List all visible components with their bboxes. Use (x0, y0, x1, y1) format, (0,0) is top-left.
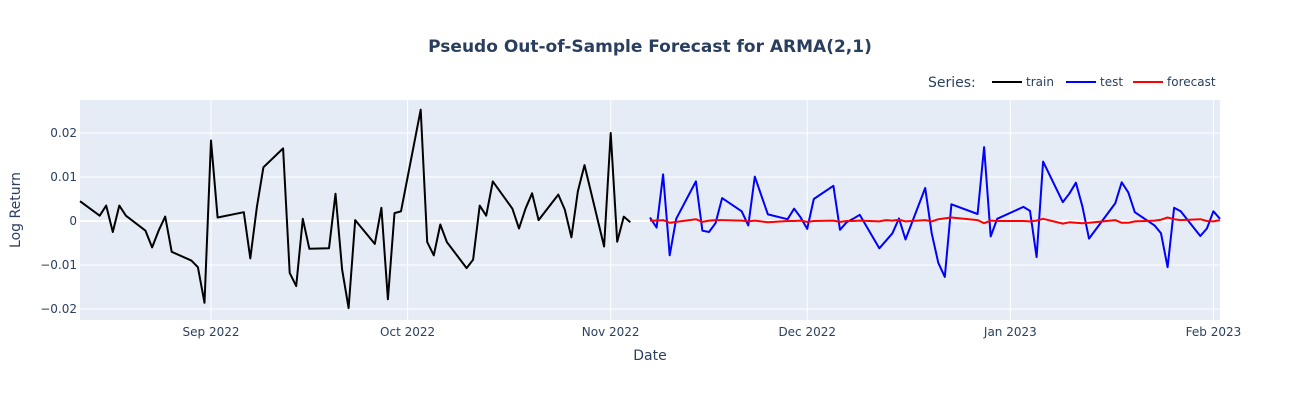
series-line-train (79, 108, 631, 310)
x-tick-label: Jan 2023 (983, 325, 1037, 339)
y-axis-label: Log Return (8, 172, 24, 248)
series-line-test (649, 146, 1221, 278)
x-axis-label: Date (633, 348, 666, 364)
y-tick-label: −0.02 (40, 302, 77, 316)
legend-label-forecast: forecast (1167, 75, 1216, 89)
series-line-forecast (650, 216, 1221, 225)
chart-title: Pseudo Out-of-Sample Forecast for ARMA(2… (428, 37, 872, 57)
x-tick-label: Feb 2023 (1186, 325, 1242, 339)
y-axis: −0.02 −0.01 0 0.01 0.02 (40, 126, 77, 316)
y-tick-label: 0.01 (50, 170, 77, 184)
x-tick-label: Sep 2022 (183, 325, 240, 339)
legend-label-test: test (1100, 75, 1123, 89)
x-tick-label: Nov 2022 (582, 325, 640, 339)
series-layer (79, 108, 1221, 310)
legend-label-train: train (1026, 75, 1054, 89)
y-tick-label: 0.02 (50, 126, 77, 140)
legend-title: Series: (928, 75, 976, 91)
x-axis: Sep 2022 Oct 2022 Nov 2022 Dec 2022 Jan 2023… (183, 325, 1242, 339)
x-tick-label: Dec 2022 (778, 325, 836, 339)
legend: Series: train test forecast (928, 75, 1216, 91)
y-tick-label: 0 (69, 214, 77, 228)
x-tick-label: Oct 2022 (380, 325, 435, 339)
y-tick-label: −0.01 (40, 258, 77, 272)
